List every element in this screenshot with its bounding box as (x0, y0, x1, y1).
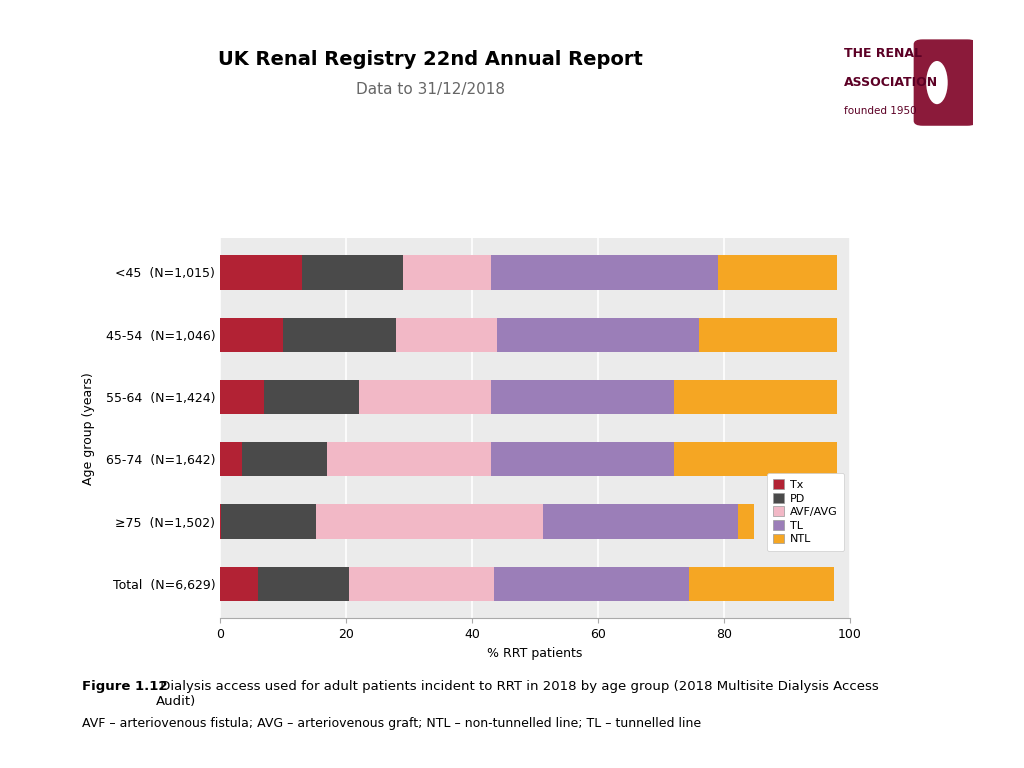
Bar (264, 380, 358, 414)
Bar (396, 318, 498, 352)
Text: UK Renal Registry 22nd Annual Report: UK Renal Registry 22nd Annual Report (218, 50, 642, 69)
Text: Data to 31/12/2018: Data to 31/12/2018 (355, 82, 505, 98)
Y-axis label: Age group (years): Age group (years) (82, 372, 94, 485)
Bar (490, 380, 674, 414)
Bar (328, 442, 490, 476)
X-axis label: % RRT patients: % RRT patients (487, 647, 583, 660)
Bar (738, 505, 754, 538)
Bar (490, 255, 718, 290)
Bar (495, 567, 689, 601)
Bar (718, 255, 838, 290)
FancyBboxPatch shape (913, 39, 977, 126)
Bar (220, 318, 283, 352)
Bar (315, 505, 543, 538)
Text: Dialysis access used for adult patients incident to RRT in 2018 by age group (20: Dialysis access used for adult patients … (156, 680, 879, 707)
Text: THE RENAL: THE RENAL (844, 48, 922, 60)
Bar (220, 505, 221, 538)
Bar (283, 318, 396, 352)
Bar (349, 567, 495, 601)
Bar (698, 318, 838, 352)
Bar (674, 380, 838, 414)
Bar (674, 442, 838, 476)
Legend: Tx, PD, AVF/AVG, TL, NTL: Tx, PD, AVF/AVG, TL, NTL (767, 472, 845, 551)
Bar (490, 442, 674, 476)
Bar (243, 442, 328, 476)
Bar (358, 380, 490, 414)
Text: AVF – arteriovenous fistula; AVG – arteriovenous graft; NTL – non-tunnelled line: AVF – arteriovenous fistula; AVG – arter… (82, 717, 701, 730)
Bar (689, 567, 835, 601)
Bar (220, 442, 243, 476)
Text: ASSOCIATION: ASSOCIATION (844, 76, 938, 89)
Bar (220, 567, 258, 601)
Ellipse shape (927, 61, 948, 104)
Bar (220, 255, 302, 290)
Text: founded 1950: founded 1950 (844, 106, 916, 117)
Bar (258, 567, 349, 601)
Bar (220, 380, 264, 414)
Bar (543, 505, 738, 538)
Bar (302, 255, 402, 290)
Bar (221, 505, 315, 538)
Text: Figure 1.12: Figure 1.12 (82, 680, 167, 693)
Bar (402, 255, 490, 290)
Bar (498, 318, 698, 352)
